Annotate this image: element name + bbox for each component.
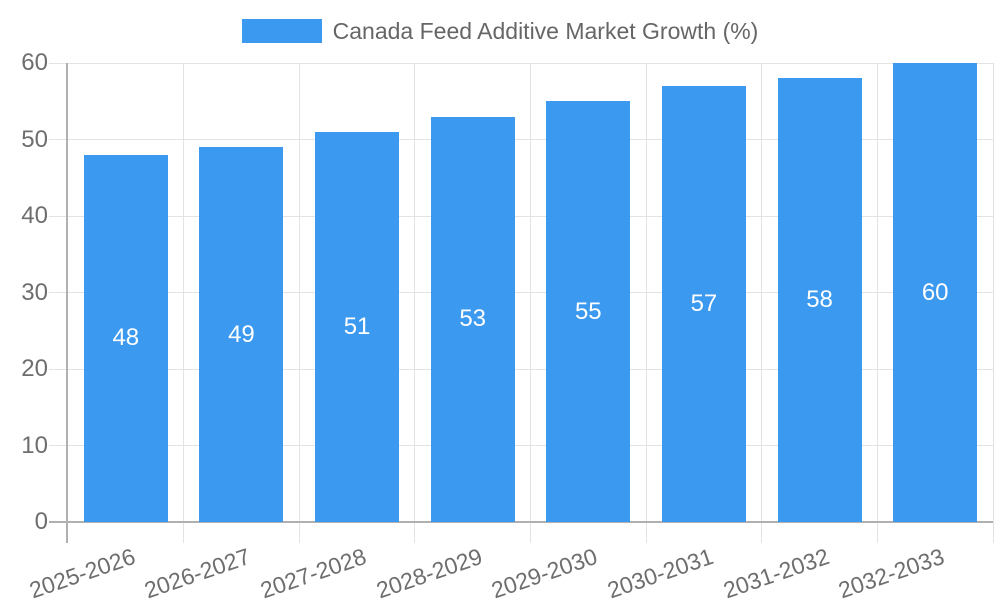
y-tick-label: 20: [21, 355, 48, 382]
y-gridline: [49, 62, 993, 64]
bar[interactable]: 57: [661, 85, 746, 522]
x-gridline: [645, 63, 647, 543]
y-gridline: [49, 368, 993, 370]
bar-value-label: 58: [806, 286, 833, 314]
y-gridline: [49, 215, 993, 217]
bar-value-label: 53: [459, 305, 487, 333]
x-gridline: [298, 63, 300, 543]
bar-value-label: 51: [343, 312, 371, 340]
bar[interactable]: 48: [83, 154, 168, 522]
x-tick-label: 2026-2027: [141, 543, 254, 600]
x-tick-label: 2032-2033: [835, 543, 948, 600]
y-tick-label: 0: [34, 508, 48, 535]
x-axis-line: [49, 521, 993, 523]
y-tick-label: 40: [21, 202, 48, 229]
legend-label: Canada Feed Additive Market Growth (%): [332, 18, 759, 44]
x-gridline: [992, 63, 994, 543]
bar-value-label: 48: [112, 324, 140, 352]
bar[interactable]: 49: [199, 147, 284, 522]
x-gridline: [761, 63, 763, 543]
y-gridline: [49, 445, 993, 446]
y-tick-label: 60: [21, 49, 48, 76]
bar[interactable]: 58: [777, 78, 862, 522]
x-tick-label: 2027-2028: [257, 543, 370, 600]
x-tick-label: 2025-2026: [25, 543, 139, 600]
chart-legend[interactable]: Canada Feed Additive Market Growth (%): [0, 19, 1000, 43]
y-axis-line: [66, 63, 68, 543]
y-tick-label: 10: [21, 431, 48, 459]
y-tick-label: 50: [21, 125, 48, 153]
legend-color-swatch: [241, 19, 322, 43]
bar-value-label: 60: [921, 278, 949, 306]
y-tick-label: 30: [21, 278, 48, 306]
bar[interactable]: 53: [430, 116, 515, 522]
x-tick-label: 2028-2029: [372, 543, 486, 600]
x-gridline: [183, 63, 185, 543]
bar[interactable]: 60: [893, 63, 978, 522]
y-gridline: [49, 292, 993, 293]
bar[interactable]: 55: [546, 101, 631, 522]
bar-value-label: 57: [690, 289, 718, 317]
bar[interactable]: 51: [315, 131, 400, 522]
bar-value-label: 55: [574, 297, 602, 325]
x-gridline: [530, 63, 531, 543]
x-tick-label: 2031-2032: [719, 543, 833, 600]
bar-value-label: 49: [228, 320, 255, 348]
x-tick-label: 2030-2031: [603, 543, 717, 600]
y-gridline: [49, 139, 993, 140]
x-gridline: [876, 63, 878, 543]
x-tick-label: 2029-2030: [488, 543, 601, 600]
x-gridline: [414, 63, 416, 543]
